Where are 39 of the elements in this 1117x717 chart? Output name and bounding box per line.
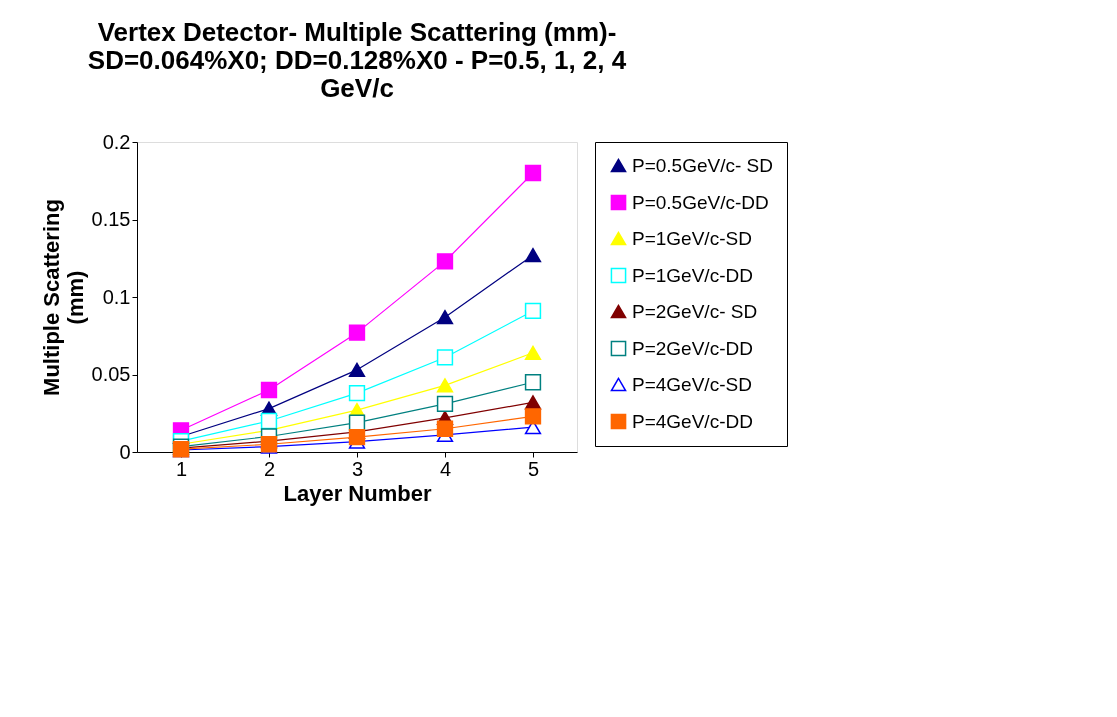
point	[348, 428, 366, 446]
legend-label: P=0.5GeV/c- SD	[632, 154, 773, 176]
point	[348, 362, 366, 378]
point	[348, 414, 366, 431]
point	[436, 395, 454, 413]
y-axis-title: Multiple Scattering (mm)	[38, 199, 88, 396]
legend-label: P=2GeV/c- SD	[632, 300, 758, 322]
point	[524, 302, 542, 320]
x-tick-label: 2	[263, 457, 276, 480]
x-tick-label: 4	[439, 457, 452, 480]
point	[260, 412, 278, 430]
legend-label: P=4GeV/c-SD	[632, 373, 752, 395]
point	[436, 378, 454, 393]
chart-title: Vertex Detector- Multiple Scattering (mm)- SD=0.064%X0; DD=0.128%X0 - P=0.5, 1, 2, 4 GeV/c	[87, 17, 627, 103]
y-tick-label: 0.2	[102, 130, 131, 153]
point	[436, 309, 454, 325]
point	[524, 164, 542, 182]
point	[260, 381, 278, 399]
x-axis-title: Layer Number	[283, 480, 432, 506]
point	[524, 247, 542, 263]
legend-label: P=2GeV/c-DD	[632, 337, 753, 359]
point	[524, 374, 542, 391]
x-tick-label: 5	[527, 457, 540, 480]
point	[524, 345, 542, 360]
x-tick-label: 1	[175, 457, 188, 480]
y-tick-label: 0.05	[91, 363, 131, 385]
legend-label: P=0.5GeV/c-DD	[632, 191, 769, 213]
legend-label: P=1GeV/c-SD	[632, 227, 752, 249]
point	[348, 324, 366, 341]
y-tick-label: 0.15	[91, 208, 131, 230]
y-tick-label: 0	[119, 440, 131, 463]
point	[436, 253, 454, 270]
point	[524, 408, 542, 425]
point	[436, 349, 454, 366]
legend-label: P=4GeV/c-DD	[632, 410, 753, 432]
point	[348, 384, 366, 402]
y-tick-label: 0.1	[102, 285, 131, 308]
x-tick-label: 3	[351, 457, 364, 480]
legend-label: P=1GeV/c-DD	[632, 264, 753, 286]
